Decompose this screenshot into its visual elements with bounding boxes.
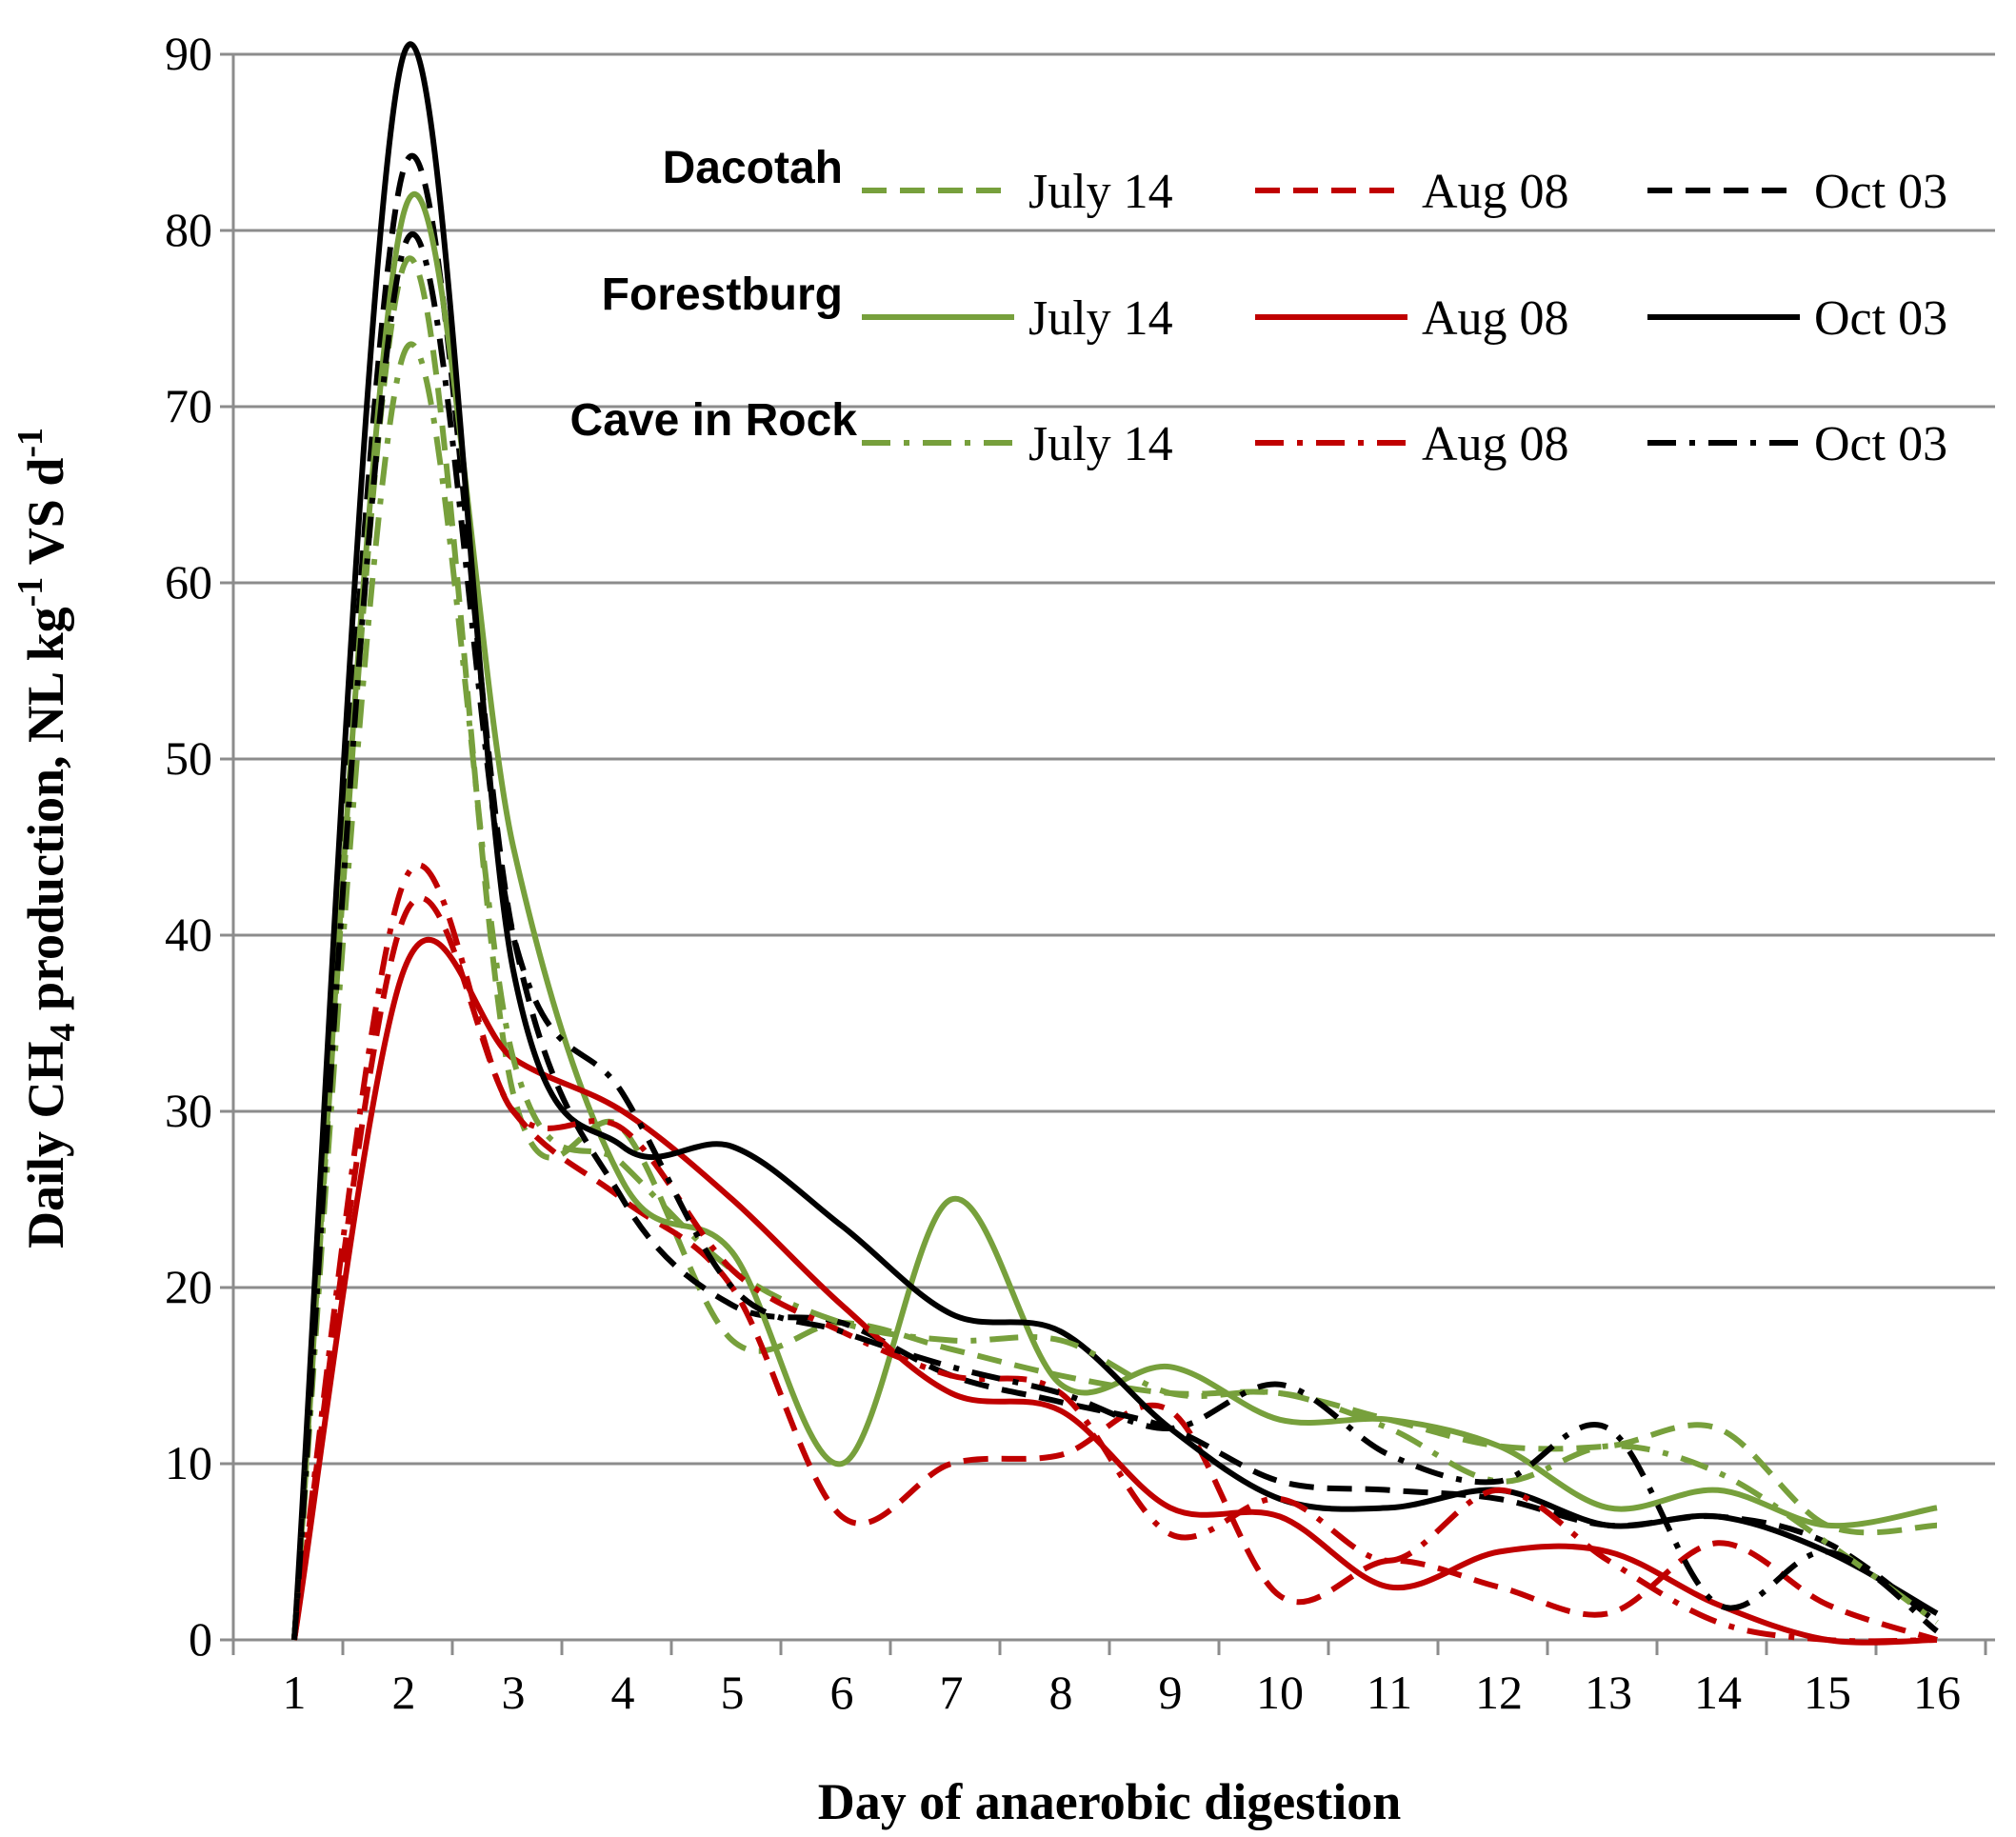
- legend-entry-label: Oct 03: [1814, 417, 1947, 471]
- x-tick-label: 15: [1804, 1666, 1851, 1719]
- y-axis-title-subscript: 4: [43, 1024, 83, 1042]
- y-axis-title-superscript: -1: [10, 577, 50, 608]
- x-tick-label: 9: [1159, 1666, 1183, 1719]
- x-tick-label: 6: [830, 1666, 854, 1719]
- legend-entry-label: Oct 03: [1814, 165, 1947, 219]
- series-line-cave-in-rock-aug-08: [291, 862, 1938, 1645]
- y-axis-title-superscript: -1: [10, 428, 50, 458]
- x-tick-label: 11: [1367, 1666, 1412, 1719]
- x-tick-label: 13: [1585, 1666, 1632, 1719]
- x-tick-label: 4: [611, 1666, 635, 1719]
- legend-group-label: Cave in Rock: [570, 395, 858, 446]
- y-axis-title-part: production, NL kg: [17, 607, 74, 1023]
- y-tick-label: 40: [165, 908, 212, 961]
- x-tick-label: 16: [1913, 1666, 1961, 1719]
- series-line-forestburg-aug-08: [291, 936, 1938, 1646]
- x-tick-label: 2: [392, 1666, 416, 1719]
- legend-entry-label: Aug 08: [1422, 291, 1569, 346]
- x-tick-label: 1: [283, 1666, 307, 1719]
- legend-entry-label: July 14: [1028, 417, 1173, 471]
- x-tick-label: 5: [721, 1666, 745, 1719]
- legend-entry-label: July 14: [1028, 165, 1173, 219]
- y-tick-label: 10: [165, 1436, 212, 1489]
- legend: Dacotah July 14 Aug 08 Oct 03 Forestburg July…: [570, 143, 1948, 471]
- y-tick-label: 60: [165, 555, 212, 609]
- x-tick-label: 10: [1256, 1666, 1304, 1719]
- series-lines: [291, 41, 1939, 1646]
- y-tick-label: 30: [165, 1084, 212, 1137]
- y-axis-title-part: VS d: [17, 458, 74, 577]
- legend-group-label: Dacotah: [663, 143, 843, 193]
- y-tick-label: 80: [165, 203, 212, 256]
- y-tick-label: 90: [165, 27, 212, 80]
- series-line-forestburg-oct-03: [291, 41, 1939, 1641]
- y-tick-label: 20: [165, 1260, 212, 1313]
- legend-group-label: Forestburg: [602, 270, 843, 320]
- x-axis-title: Day of anaerobic digestion: [818, 1773, 1402, 1830]
- y-axis-title-part: Daily CH: [17, 1042, 74, 1249]
- legend-entry-label: Aug 08: [1422, 417, 1569, 471]
- gridlines: [233, 52, 1995, 1466]
- series-line-dacotah-oct-03: [291, 153, 1939, 1641]
- y-axis-title: Daily CH4 production, NL kg-1 VS d-1: [10, 428, 83, 1248]
- series-line-forestburg-july-14: [291, 190, 1938, 1641]
- y-tick-label: 70: [165, 379, 212, 432]
- y-tick-label: 50: [165, 731, 212, 785]
- y-tick-label: 0: [189, 1612, 212, 1666]
- legend-entry-label: Aug 08: [1422, 165, 1569, 219]
- series-line-cave-in-rock-oct-03: [291, 231, 1939, 1641]
- legend-entry-label: Oct 03: [1814, 291, 1947, 346]
- x-tick-label: 8: [1049, 1666, 1073, 1719]
- x-tick-label: 14: [1694, 1666, 1742, 1719]
- legend-entry-label: July 14: [1028, 291, 1173, 346]
- x-tick-label: 7: [940, 1666, 964, 1719]
- series-line-cave-in-rock-july-14: [291, 341, 1939, 1641]
- x-tick-label: 12: [1475, 1666, 1523, 1719]
- x-tick-label: 3: [502, 1666, 526, 1719]
